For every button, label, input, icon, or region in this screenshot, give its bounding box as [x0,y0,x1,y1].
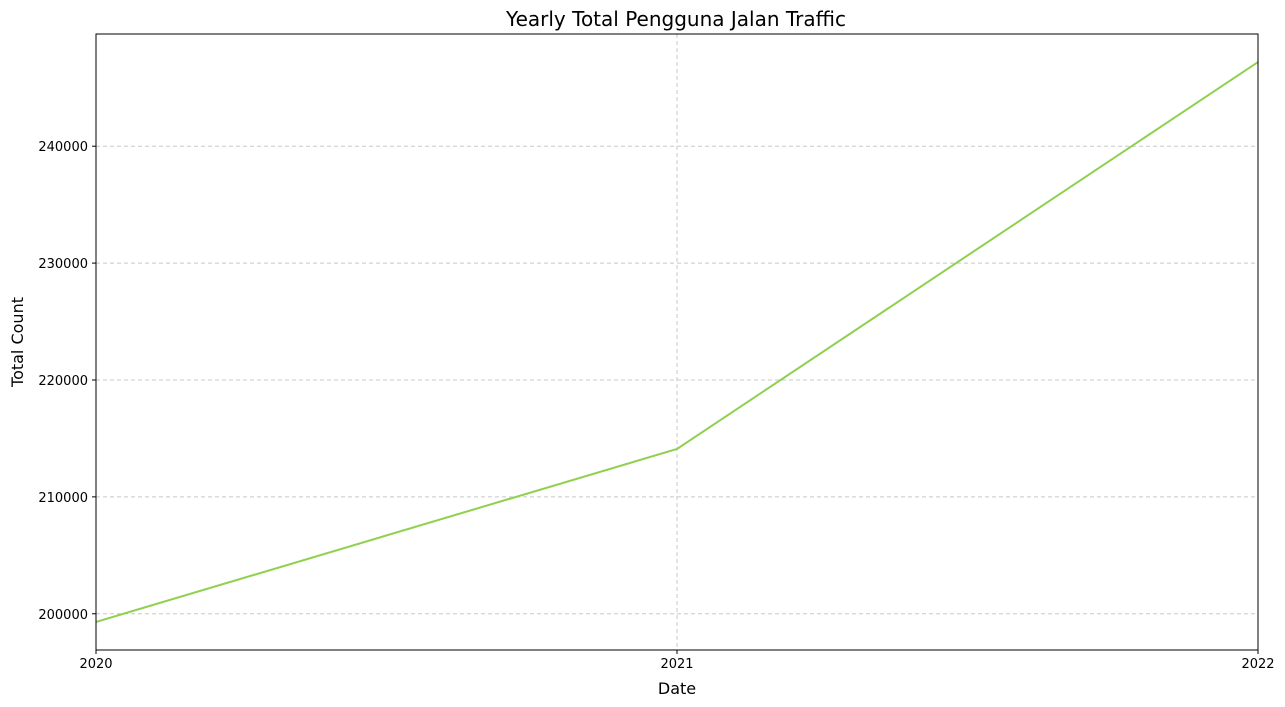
y-tick-label: 210000 [38,491,88,506]
x-tick-label: 2022 [1241,657,1274,672]
y-tick-label: 200000 [38,608,88,623]
chart-title: Yearly Total Pengguna Jalan Traffic [505,7,846,31]
x-tick-label: 2021 [660,657,693,672]
x-tick-label: 2020 [79,657,112,672]
x-axis-label: Date [658,679,696,698]
y-tick-label: 240000 [38,140,88,155]
y-axis-label: Total Count [8,297,27,388]
series-layer [95,61,1259,623]
y-tick-label: 230000 [38,257,88,272]
y-tick-label: 220000 [38,374,88,389]
axis-ticks: 200000 210000 220000 230000 240000 2020 2021 20… [38,140,1274,672]
grid-lines [96,34,1258,650]
series-line [95,61,1259,623]
